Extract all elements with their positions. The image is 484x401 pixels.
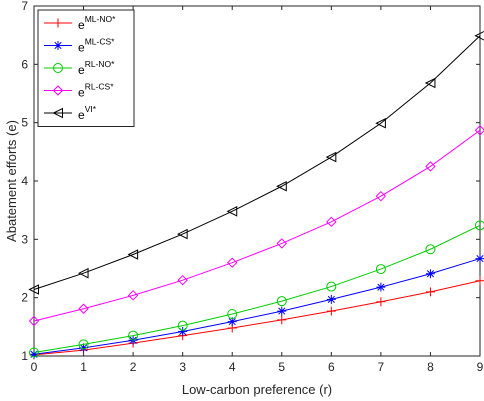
x-tick-label: 7: [378, 360, 385, 374]
y-tick-label: 5: [21, 116, 28, 130]
data-point: [277, 306, 287, 316]
x-tick-label: 8: [427, 360, 434, 374]
y-axis-label: Abatement efforts (e): [4, 120, 19, 242]
data-point: [29, 349, 39, 359]
y-tick-label: 7: [21, 0, 28, 13]
data-point: [178, 327, 188, 336]
data-point: [28, 284, 39, 295]
legend-entry: eML-NO*: [44, 14, 116, 32]
legend-label: eVI*: [78, 104, 97, 122]
data-point: [29, 347, 39, 358]
data-point: [227, 309, 238, 319]
y-tick-label: 4: [21, 174, 28, 188]
data-point: [326, 306, 336, 316]
data-point: [177, 228, 188, 240]
series-line: [33, 224, 481, 353]
series-line: [33, 258, 481, 355]
data-point: [128, 330, 139, 341]
data-point: [475, 276, 484, 286]
y-tick-label: 3: [21, 232, 28, 246]
data-point: [28, 315, 40, 327]
x-tick-label: 6: [328, 360, 335, 374]
legend-label: eML-NO*: [78, 14, 116, 32]
series-ml-cs: [29, 254, 484, 359]
legend-entry: eVI*: [44, 104, 97, 122]
data-point: [277, 315, 287, 325]
data-point: [376, 282, 386, 292]
data-point: [227, 257, 238, 268]
legend-label: eML-CS*: [78, 37, 115, 55]
data-point: [425, 244, 436, 255]
x-axis-label: Low-carbon preference (r): [182, 382, 332, 397]
data-point: [425, 287, 435, 297]
data-point: [227, 317, 237, 327]
y-tick-label: 6: [21, 57, 28, 71]
data-point: [276, 238, 287, 249]
data-point: [177, 320, 188, 331]
data-point: [326, 216, 337, 228]
data-point: [226, 206, 238, 217]
x-tick-label: 0: [31, 360, 38, 374]
legend-entry: eRL-CS*: [44, 82, 114, 100]
data-point: [475, 220, 484, 231]
data-point: [474, 125, 484, 136]
legend-marker: [53, 63, 63, 73]
legend-marker: [53, 18, 63, 28]
legend-label: eRL-NO*: [78, 59, 115, 77]
data-point: [376, 297, 386, 307]
data-point: [276, 296, 287, 307]
legend-label: eRL-CS*: [78, 82, 114, 100]
y-tick-label: 2: [21, 291, 28, 305]
x-tick-label: 5: [278, 360, 285, 374]
data-point: [375, 117, 386, 129]
legend-marker: [53, 41, 63, 50]
data-point: [325, 151, 337, 163]
data-point: [276, 180, 287, 192]
data-point: [425, 161, 436, 172]
legend-marker: [52, 107, 63, 119]
legend: eML-NO* eML-CS* eRL-NO* eRL-CS* eVI*: [37, 9, 135, 127]
data-point: [326, 281, 337, 292]
x-tick-label: 1: [80, 360, 87, 374]
data-point: [474, 30, 484, 41]
y-tick-label: 1: [21, 349, 28, 363]
x-tick-label: 9: [477, 360, 484, 374]
data-point: [375, 264, 386, 275]
series-layer: [28, 30, 484, 360]
x-tick-label: 4: [229, 360, 236, 374]
series-line: [33, 129, 481, 322]
data-point: [326, 294, 336, 304]
data-point: [79, 343, 89, 353]
data-point: [127, 249, 139, 260]
data-point: [78, 303, 89, 314]
series-line: [33, 35, 481, 290]
series-rl-no: [29, 220, 484, 358]
data-point: [77, 267, 89, 279]
data-point: [425, 269, 435, 279]
data-point: [375, 190, 387, 202]
series-rl-cs: [28, 125, 484, 327]
data-point: [177, 274, 188, 286]
data-point: [127, 290, 139, 301]
legend-marker: [52, 85, 64, 96]
legend-entry: eML-CS*: [44, 37, 115, 55]
legend-entry: eRL-NO*: [44, 59, 115, 77]
x-tick-label: 2: [130, 360, 137, 374]
series-line: [33, 280, 481, 356]
data-point: [424, 77, 436, 89]
series-vi: [28, 30, 484, 295]
x-tick-label: 3: [179, 360, 186, 374]
data-point: [475, 254, 484, 264]
data-point: [78, 339, 89, 350]
